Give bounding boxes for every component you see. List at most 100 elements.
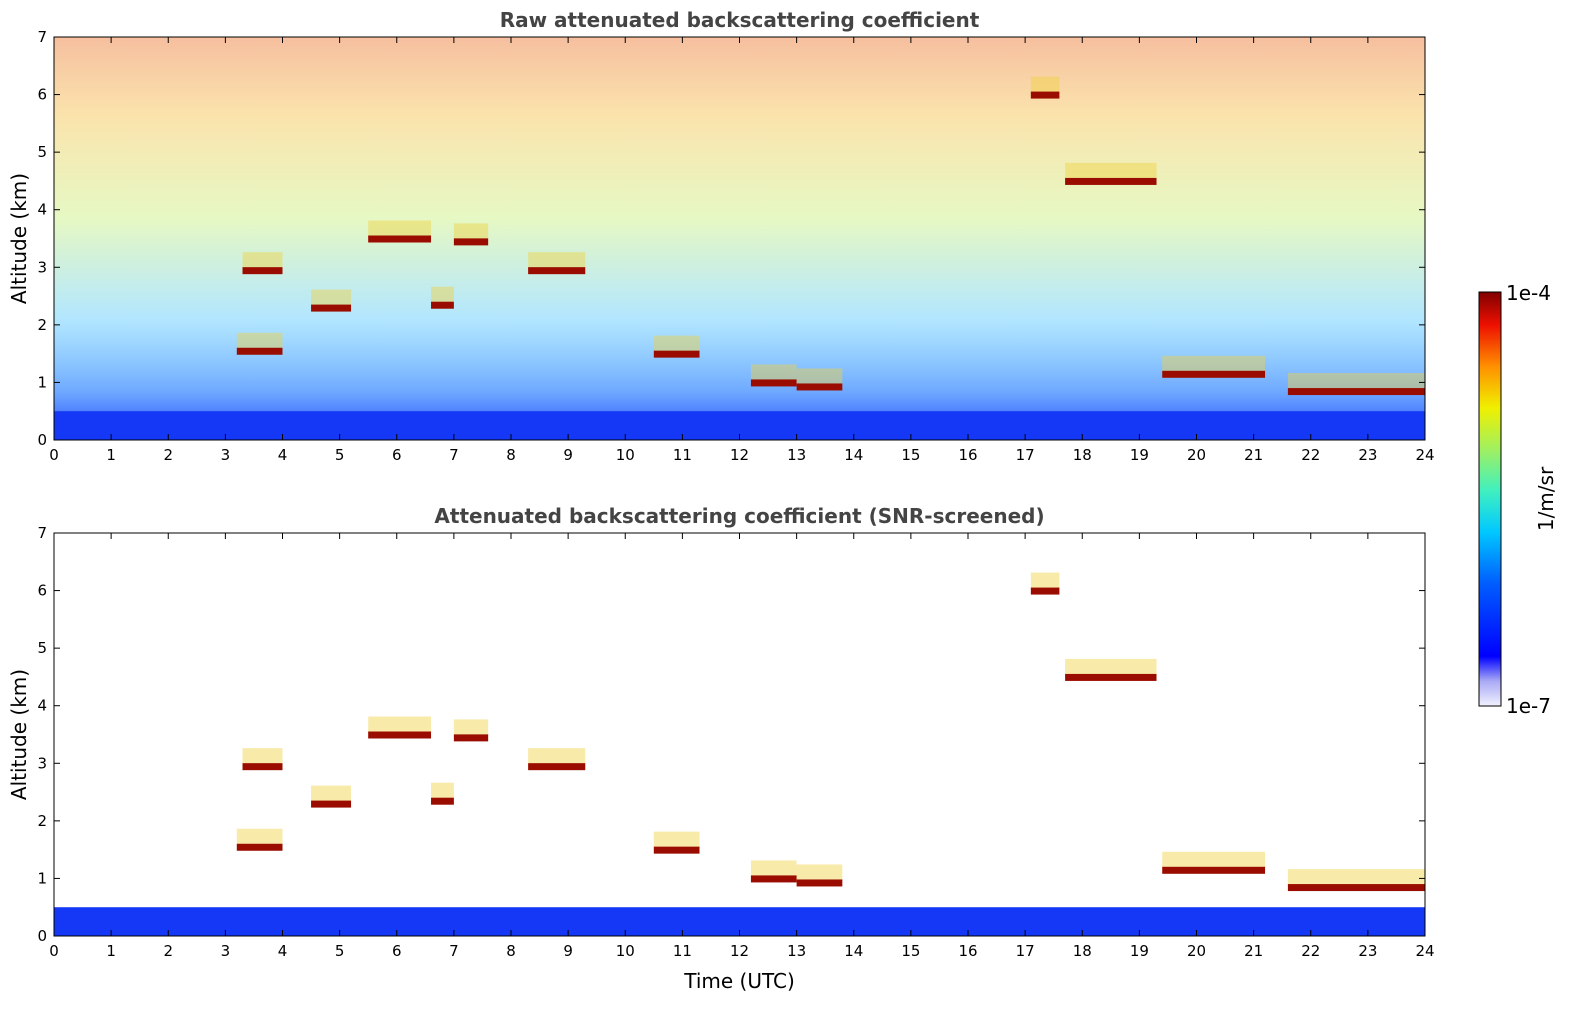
- y-axis-label: Altitude (km): [7, 669, 31, 800]
- cloud-halo: [431, 286, 454, 305]
- noise-gradient: [54, 37, 1425, 440]
- cloud-halo: [528, 748, 586, 767]
- cloud-halo: [1065, 162, 1157, 181]
- cloud-halo: [431, 782, 454, 801]
- x-tick-label: 23: [1358, 942, 1377, 960]
- cloud-layer: [368, 731, 432, 739]
- cloud-layer: [368, 235, 432, 243]
- x-tick-label: 14: [844, 446, 863, 464]
- cloud-layer: [236, 347, 283, 355]
- x-tick-label: 7: [449, 446, 459, 464]
- y-tick-label: 0: [37, 431, 47, 449]
- x-tick-label: 19: [1130, 446, 1149, 464]
- x-tick-label: 10: [616, 446, 635, 464]
- x-tick-label: 4: [278, 446, 288, 464]
- panel-screened: Attenuated backscattering coefficient (S…: [7, 504, 1435, 993]
- cloud-halo: [796, 368, 843, 387]
- colorbar: 1e-4 1e-7 1/m/sr: [1478, 281, 1558, 718]
- cloud-layer: [242, 267, 283, 275]
- cloud-layer: [653, 350, 700, 358]
- x-tick-label: 6: [392, 446, 402, 464]
- cloud-layer: [528, 763, 586, 771]
- x-axis-ticks: 0 1 2 3 4 5 6 7 8 9 10 11 12 13 14 15 16 17 18 19 20 21 22 23 24: [49, 533, 1435, 960]
- cloud-layer: [236, 843, 283, 851]
- cloud-halo: [1287, 373, 1425, 392]
- cloud-layer: [453, 734, 489, 742]
- y-tick-label: 4: [37, 697, 47, 715]
- cloud-halo: [236, 332, 283, 351]
- y-axis-ticks: 0 1 2 3 4 5 6 7: [37, 524, 1425, 945]
- y-tick-label: 5: [37, 143, 47, 161]
- x-tick-label: 11: [673, 942, 692, 960]
- cloud-halo: [311, 289, 352, 308]
- panel-title: Raw attenuated backscattering coefficien…: [500, 8, 980, 32]
- y-tick-label: 0: [37, 927, 47, 945]
- x-tick-label: 13: [787, 942, 806, 960]
- colorbar-max-label: 1e-4: [1506, 281, 1551, 305]
- cloud-layer: [311, 304, 352, 312]
- y-tick-label: 3: [37, 258, 47, 276]
- x-tick-label: 2: [163, 942, 173, 960]
- x-tick-label: 19: [1130, 942, 1149, 960]
- cloud-halo: [653, 335, 700, 354]
- cloud-halo: [653, 831, 700, 850]
- cloud-layer: [750, 875, 797, 883]
- cloud-layer: [311, 800, 352, 808]
- x-tick-label: 8: [506, 942, 516, 960]
- colorbar-unit-label: 1/m/sr: [1534, 466, 1558, 531]
- cloud-halo: [311, 785, 352, 804]
- cloud-halo: [1287, 869, 1425, 888]
- y-axis-label: Altitude (km): [7, 173, 31, 304]
- y-tick-label: 7: [37, 28, 47, 46]
- x-tick-label: 12: [730, 446, 749, 464]
- x-tick-label: 5: [335, 446, 345, 464]
- cloud-layer: [1287, 388, 1425, 396]
- cloud-layer: [1162, 866, 1266, 874]
- x-tick-label: 20: [1187, 942, 1206, 960]
- x-tick-label: 13: [787, 446, 806, 464]
- y-axis-ticks: 0 1 2 3 4 5 6 7: [37, 28, 1425, 449]
- cloud-features: [54, 572, 1425, 936]
- cloud-halo: [236, 828, 283, 847]
- x-tick-label: 21: [1244, 446, 1263, 464]
- cloud-layer: [242, 763, 283, 771]
- y-tick-label: 2: [37, 316, 47, 334]
- x-tick-label: 22: [1301, 446, 1320, 464]
- panel-title: Attenuated backscattering coefficient (S…: [434, 504, 1044, 528]
- cloud-layer: [750, 379, 797, 387]
- x-tick-label: 15: [901, 942, 920, 960]
- cloud-layer: [1030, 587, 1060, 595]
- x-tick-label: 15: [901, 446, 920, 464]
- x-axis-ticks: 0 1 2 3 4 5 6 7 8 9 10 11 12 13 14 15 16 17 18 19 20 21 22 23 24: [49, 37, 1435, 464]
- x-tick-label: 14: [844, 942, 863, 960]
- cloud-halo: [1162, 355, 1266, 374]
- x-tick-label: 24: [1415, 942, 1434, 960]
- x-tick-label: 18: [1073, 942, 1092, 960]
- cloud-halo: [1030, 572, 1060, 591]
- cloud-layer: [1065, 177, 1157, 185]
- x-tick-label: 17: [1016, 942, 1035, 960]
- cloud-halo: [750, 364, 797, 383]
- plot-background: [54, 533, 1425, 936]
- cloud-halo: [750, 860, 797, 879]
- cloud-layer: [1162, 370, 1266, 378]
- y-tick-label: 5: [37, 639, 47, 657]
- cloud-halo: [242, 252, 283, 271]
- x-tick-label: 9: [563, 446, 573, 464]
- y-tick-label: 6: [37, 86, 47, 104]
- x-tick-label: 20: [1187, 446, 1206, 464]
- y-tick-label: 1: [37, 869, 47, 887]
- cloud-layer: [431, 797, 454, 805]
- cloud-layer: [653, 846, 700, 854]
- cloud-layer: [796, 879, 843, 887]
- x-tick-label: 24: [1415, 446, 1434, 464]
- cloud-layer: [453, 238, 489, 246]
- x-tick-label: 4: [278, 942, 288, 960]
- cloud-halo: [1065, 658, 1157, 677]
- x-tick-label: 2: [163, 446, 173, 464]
- cloud-halo: [453, 719, 489, 738]
- colorbar-min-label: 1e-7: [1506, 694, 1551, 718]
- x-tick-label: 7: [449, 942, 459, 960]
- cloud-halo: [242, 748, 283, 767]
